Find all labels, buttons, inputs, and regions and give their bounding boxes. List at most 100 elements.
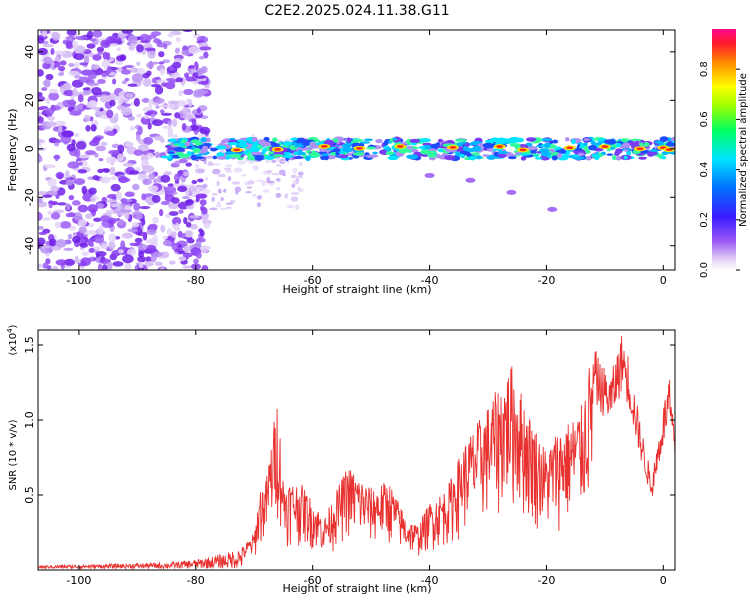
noise-blob [148,172,156,180]
noise-blob [116,105,126,111]
noise-blob [38,153,42,163]
signal-blob [551,155,558,161]
snr-y-multiplier: (x104) [6,324,19,355]
noise-blob [178,255,187,262]
signal-blob [597,138,606,142]
signal-blob [210,147,218,152]
noise-blob [150,83,162,88]
noise-blob [110,203,119,208]
signal-blob [406,154,419,160]
signal-blob [195,156,205,160]
noise-blob [234,186,242,193]
noise-blob [260,180,267,187]
noise-blob [57,65,66,72]
signal-blob [468,155,477,161]
noise-blob [117,153,124,162]
signal-blob [643,141,650,147]
noise-blob [146,228,157,236]
noise-blob [102,51,108,60]
signal-blob [605,139,617,145]
noise-blob [42,262,49,269]
signal-blob [540,138,553,142]
noise-blob [162,235,169,240]
noise-blob [47,210,53,216]
signal-blob [551,139,559,144]
noise-blob [189,124,199,131]
noise-blob [75,35,88,41]
signal-blob [283,155,294,159]
noise-blob [225,202,234,205]
signal-blob [236,139,245,143]
noise-blob [169,260,176,265]
noise-blob [92,30,103,38]
noise-blob [38,107,44,111]
noise-blob [202,183,208,189]
signal-blob [497,153,507,158]
noise-blob [65,179,74,186]
noise-blob [82,87,92,91]
signal-core [636,147,644,151]
noise-blob [125,141,134,148]
noise-blob [121,66,127,70]
y-tick-label: 0 [23,145,36,152]
signal-blob [383,140,389,146]
noise-blob [100,141,108,147]
noise-blob [120,240,126,250]
noise-blob [137,255,146,263]
noise-blob [88,247,95,253]
signal-blob [245,146,252,150]
signal-blob [295,151,306,156]
noise-blob [86,43,96,49]
signal-blob [420,149,431,155]
noise-blob [209,207,218,211]
noise-blob [107,93,118,102]
noise-blob [219,207,228,211]
noise-blob [162,59,171,64]
noise-blob [185,76,196,82]
noise-blob [89,242,95,248]
signal-core [233,148,241,152]
noise-blob [77,169,88,174]
noise-blob [129,170,140,175]
noise-blob [127,116,135,121]
noise-blob [224,169,233,173]
signal-blob [444,154,456,161]
noise-blob [64,258,76,266]
noise-blob [136,61,141,66]
snr-y-multiplier-base: (x10 [8,333,19,356]
noise-blob [160,200,170,206]
noise-blob [47,178,57,187]
signal-blob [190,154,198,161]
signal-blob [215,145,227,150]
noise-blob [162,239,172,246]
spectrogram-y-ticks: 40 20 0 -20 -40 [23,45,675,255]
noise-blob [170,231,177,238]
noise-blob [38,237,46,246]
signal-blob [385,151,394,156]
x-tick-label: -40 [421,274,439,287]
signal-blob [224,151,235,155]
noise-blob [138,250,145,258]
y-tick-label: 20 [23,93,36,107]
noise-blob [147,50,156,59]
snr-x-ticks: -100 -80 -60 -40 -20 0 [66,330,667,587]
signal-blob [305,155,311,162]
signal-blob [168,138,177,143]
noise-blob [59,85,66,93]
signal-blob [665,142,675,147]
noise-blob [105,156,117,164]
colorbar: 0.0 0.2 0.4 0.6 0.8 Normalized spectral ampl… [699,29,749,278]
signal-blob [406,145,413,150]
noise-blob [181,195,191,200]
noise-blob [158,61,165,65]
noise-blob [207,162,215,167]
noise-blob [182,114,193,120]
signal-blob [484,139,495,144]
noise-blob [54,221,61,229]
svg-text:(x104): (x104) [6,324,19,355]
noise-blob [188,65,196,69]
noise-blob [191,179,198,185]
noise-blob [231,181,241,185]
noise-blob [203,221,211,229]
